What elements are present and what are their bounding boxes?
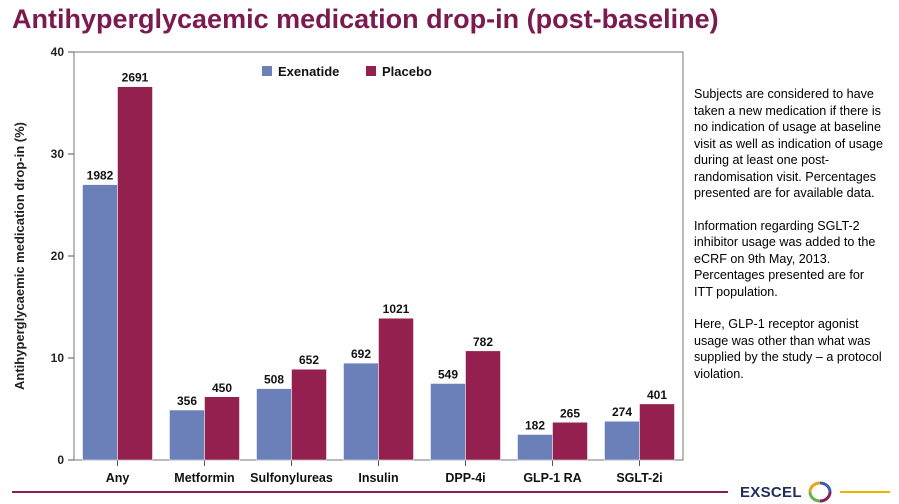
chart-svg: 0 10 20 30 40 Antihyperglycaemic medication d…	[12, 45, 684, 485]
bar-placebo	[204, 396, 240, 461]
bar-data-label: 274	[612, 405, 632, 419]
bar-data-label: 265	[560, 406, 580, 420]
legend-swatch-placebo	[366, 66, 376, 76]
x-tick-label: Metformin	[174, 471, 234, 485]
x-tick-label: DPP-4i	[445, 471, 485, 485]
bar-exenatide	[604, 420, 640, 461]
x-tick-label: SGLT-2i	[616, 471, 662, 485]
bar-data-label: 1021	[383, 302, 410, 316]
bar-data-label: 401	[647, 388, 667, 402]
bar-placebo	[552, 422, 588, 461]
bar-data-label: 508	[264, 373, 284, 387]
y-tick-label: 40	[51, 45, 65, 59]
x-tick-label: Insulin	[358, 471, 398, 485]
brand: EXSCEL	[740, 481, 834, 503]
bar-exenatide	[256, 388, 292, 461]
bar-exenatide	[82, 184, 118, 461]
note-glp1: Here, GLP-1 receptor agonist usage was o…	[694, 317, 882, 381]
brand-name: EXSCEL	[740, 483, 802, 501]
y-tick-label: 0	[57, 453, 64, 467]
bar-placebo	[117, 86, 153, 461]
x-tick-label: Any	[106, 471, 130, 485]
bar-placebo	[639, 403, 675, 461]
bar-exenatide	[169, 409, 205, 461]
bar-placebo	[291, 368, 327, 461]
legend-swatch-exenatide	[262, 66, 272, 76]
bar-placebo	[378, 317, 414, 461]
legend-label-placebo: Placebo	[382, 64, 432, 79]
note-sglt2: Information regarding SGLT-2 inhibitor u…	[694, 218, 876, 299]
bar-data-label: 1982	[87, 169, 114, 183]
bar-data-label: 2691	[122, 71, 149, 85]
y-tick-label: 10	[51, 351, 65, 365]
bar-data-label: 450	[212, 381, 232, 395]
bar-data-label: 356	[177, 394, 197, 408]
bar-placebo	[465, 350, 501, 461]
x-tick-label: Sulfonylureas	[250, 471, 333, 485]
bar-data-label: 692	[351, 347, 371, 361]
bar-chart: 0 10 20 30 40 Antihyperglycaemic medication d…	[0, 44, 690, 494]
footer-line-right	[840, 491, 890, 493]
bar-data-label: 652	[299, 353, 319, 367]
bar-data-label: 549	[438, 368, 458, 382]
bar-data-label: 182	[525, 419, 545, 433]
slide-title: Antihyperglycaemic medication drop-in (p…	[12, 4, 719, 34]
y-axis-label: Antihyperglycaemic medication drop-in (%…	[12, 122, 27, 390]
y-tick-label: 30	[51, 147, 65, 161]
note-definition: Subjects are considered to have taken a …	[694, 87, 884, 200]
x-tick-label: GLP-1 RA	[523, 471, 581, 485]
bar-exenatide	[517, 434, 553, 461]
bar-data-label: 782	[473, 335, 493, 349]
bar-exenatide	[343, 362, 379, 461]
y-tick-label: 20	[51, 249, 65, 263]
legend-label-exenatide: Exenatide	[278, 64, 339, 79]
bar-exenatide	[430, 383, 466, 461]
footer-line-left	[12, 491, 728, 493]
brand-logo-icon	[808, 481, 832, 503]
notes-panel: Subjects are considered to have taken a …	[694, 86, 884, 398]
